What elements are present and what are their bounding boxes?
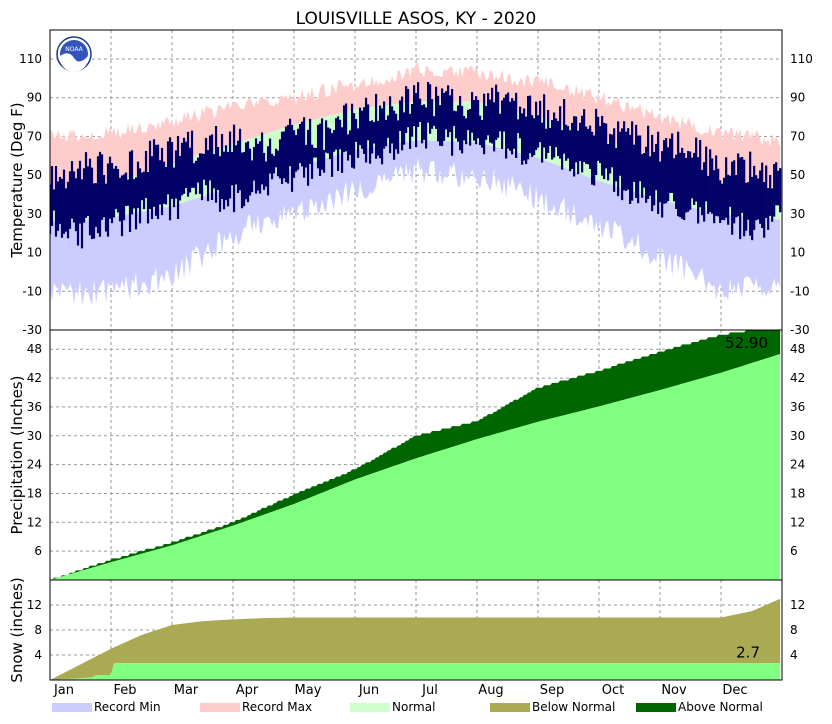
y-tick-label-left: 30 <box>27 429 42 443</box>
y-tick-label-left: 12 <box>27 598 42 612</box>
y-tick-label-left: -30 <box>22 323 42 337</box>
month-tick-label: Jan <box>53 683 74 698</box>
y-tick-label-right: 10 <box>790 246 805 260</box>
month-tick-label: Sep <box>540 683 565 698</box>
y-tick-label-left: 42 <box>27 371 42 385</box>
month-tick-label: Nov <box>661 683 687 698</box>
y-tick-label-right: 48 <box>790 342 805 356</box>
y-tick-label-right: 12 <box>790 515 805 529</box>
month-tick-label: Oct <box>602 683 624 698</box>
y-tick-label-right: 12 <box>790 598 805 612</box>
y-tick-label-right: 42 <box>790 371 805 385</box>
y-tick-label-left: 50 <box>27 168 42 182</box>
month-tick-label: Feb <box>113 683 136 698</box>
y-tick-label-left: 48 <box>27 342 42 356</box>
y-tick-label-left: 4 <box>34 648 42 662</box>
y-tick-label-right: 18 <box>790 486 805 500</box>
y-axis-label: Temperature (Deg F) <box>8 102 26 258</box>
y-tick-label-right: 70 <box>790 129 805 143</box>
plot-area <box>50 598 781 680</box>
noaa-logo-bird <box>60 53 88 72</box>
precipitation-panel: 6 6 12 12 18 18 24 24 30 30 36 36 42 42 48 48 Precipitat… <box>8 329 805 581</box>
y-tick-label-left: -10 <box>22 284 42 298</box>
panel-frame <box>49 579 783 681</box>
y-tick-label-left: 6 <box>34 544 42 558</box>
y-tick-label-right: 24 <box>790 458 805 472</box>
legend-label: Record Min <box>94 700 161 714</box>
legend-label: Normal <box>392 700 435 714</box>
y-tick-label-right: 30 <box>790 429 805 443</box>
y-tick-label-right: 6 <box>790 544 798 558</box>
legend-swatch <box>52 703 92 712</box>
y-tick-label-left: 30 <box>27 207 42 221</box>
y-axis-label: Snow (inches) <box>8 577 26 682</box>
plot-area <box>50 63 782 306</box>
y-tick-label-right: 30 <box>790 207 805 221</box>
month-tick-label: Dec <box>722 683 747 698</box>
noaa-logo-text: NOAA <box>65 46 83 53</box>
below-normal-snow-area <box>50 598 781 680</box>
month-tick-label: May <box>295 683 322 698</box>
y-tick-label-right: 4 <box>790 648 798 662</box>
y-tick-label-left: 90 <box>27 91 42 105</box>
month-tick-label: Aug <box>478 683 503 698</box>
observed-temperature-bars <box>50 81 782 249</box>
normal-precip-area <box>50 354 781 580</box>
y-tick-label-left: 70 <box>27 129 42 143</box>
y-tick-label-right: 110 <box>790 52 813 66</box>
y-tick-label-left: 36 <box>27 400 42 414</box>
above-normal-area <box>50 330 781 580</box>
legend-swatch <box>490 703 530 712</box>
y-tick-label-right: 8 <box>790 623 798 637</box>
precip-total-label: 52.90 <box>725 334 768 352</box>
y-tick-label-left: 110 <box>19 52 42 66</box>
legend-swatch <box>636 703 676 712</box>
temperature-panel: -30 -30 -10 -10 10 10 30 30 50 50 70 70 90 90 110 110 Te… <box>8 29 813 337</box>
y-tick-label-left: 12 <box>27 515 42 529</box>
month-axis: Jan Feb Mar Apr May Jun Jul Aug Sep Oct Nov Dec <box>53 683 748 698</box>
y-tick-label-left: 10 <box>27 246 42 260</box>
noaa-logo: NOAA <box>56 36 92 72</box>
month-tick-label: Jun <box>358 683 379 698</box>
y-tick-label-left: 8 <box>34 623 42 637</box>
snow-total-label: 2.7 <box>736 643 760 661</box>
legend-swatch <box>350 703 390 712</box>
legend: Record Min Record Max Normal Below Normal Ab… <box>52 700 763 714</box>
y-tick-label-right: -30 <box>790 323 810 337</box>
legend-label: Above Normal <box>678 700 763 714</box>
y-tick-label-right: -10 <box>790 284 810 298</box>
legend-label: Below Normal <box>532 700 615 714</box>
legend-swatch <box>200 703 240 712</box>
y-tick-label-left: 24 <box>27 458 42 472</box>
plot-area <box>50 330 781 580</box>
observed-snow-area <box>50 663 781 680</box>
record-min-band <box>50 140 781 306</box>
y-tick-label-right: 36 <box>790 400 805 414</box>
y-tick-label-left: 18 <box>27 486 42 500</box>
month-tick-label: Jul <box>421 683 438 698</box>
chart-title: LOUISVILLE ASOS, KY - 2020 <box>296 9 537 29</box>
y-tick-label-right: 90 <box>790 91 805 105</box>
month-tick-label: Apr <box>236 683 259 698</box>
month-tick-label: Mar <box>174 683 199 698</box>
y-axis-label: Precipitation (Inches) <box>8 376 26 535</box>
legend-label: Record Max <box>242 700 312 714</box>
y-tick-label-right: 50 <box>790 168 805 182</box>
